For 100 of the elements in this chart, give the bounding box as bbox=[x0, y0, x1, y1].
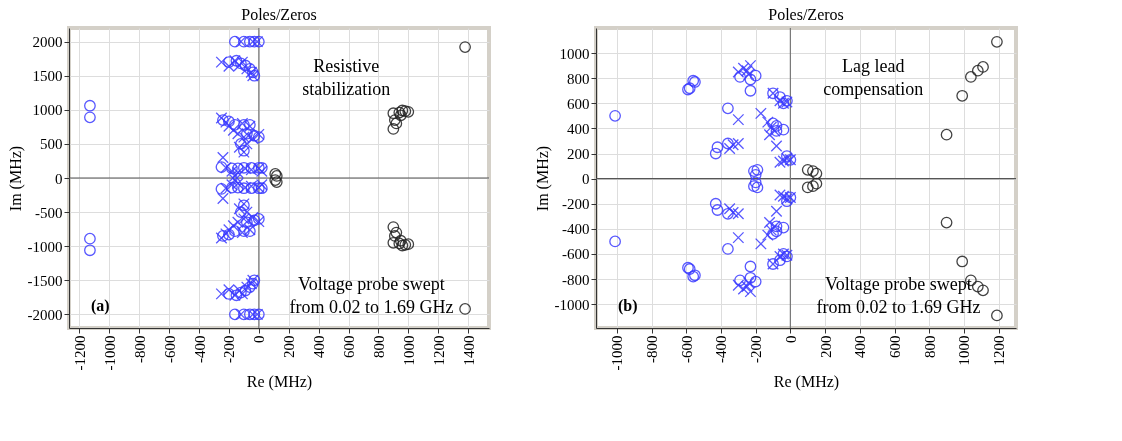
x-tick-label: 600 bbox=[341, 335, 357, 358]
y-tick-label: 400 bbox=[567, 120, 590, 137]
point bbox=[459, 41, 471, 53]
point bbox=[751, 181, 764, 194]
y-tick-label: 0 bbox=[582, 171, 590, 188]
x-tick-label: 1000 bbox=[400, 335, 417, 366]
y-tick-label: -1000 bbox=[554, 296, 590, 313]
point bbox=[774, 250, 786, 263]
annotation: Voltage probe swept from 0.02 to 1.69 GHz bbox=[289, 274, 454, 317]
y-tick-label: -1500 bbox=[27, 272, 63, 289]
point bbox=[777, 221, 790, 234]
x-tick-label: 400 bbox=[852, 335, 869, 358]
point bbox=[940, 128, 953, 141]
point bbox=[971, 280, 984, 293]
point bbox=[749, 176, 762, 189]
y-tick-label: -2000 bbox=[27, 306, 63, 323]
point bbox=[732, 207, 745, 220]
x-tick-label: -600 bbox=[678, 335, 695, 363]
x-tick-label: 600 bbox=[887, 335, 904, 358]
point bbox=[732, 137, 745, 150]
point bbox=[964, 71, 977, 83]
y-tick-label: 2000 bbox=[32, 34, 63, 51]
y-tick-label: 800 bbox=[567, 70, 590, 87]
y-axis-title: Im (MHz) bbox=[533, 145, 552, 212]
point bbox=[387, 221, 400, 233]
point bbox=[727, 206, 739, 219]
point bbox=[810, 177, 823, 190]
point bbox=[390, 117, 403, 130]
point bbox=[751, 163, 764, 176]
point bbox=[971, 64, 984, 77]
x-tick-label: -200 bbox=[748, 335, 765, 363]
y-axis-title: Im (MHz) bbox=[6, 145, 25, 212]
y-tick-label: 600 bbox=[567, 95, 590, 112]
x-tick-label: -800 bbox=[644, 335, 661, 363]
x-axis-title: Re (MHz) bbox=[246, 373, 313, 392]
x-tick-label: 1400 bbox=[460, 335, 477, 366]
annotation: Voltage probe swept from 0.02 to 1.69 GHz bbox=[816, 274, 981, 317]
point bbox=[754, 238, 767, 250]
point bbox=[991, 309, 1003, 322]
x-tick-label: -200 bbox=[221, 335, 238, 363]
y-tick-label: 0 bbox=[55, 170, 63, 187]
y-tick-label: -200 bbox=[562, 196, 590, 213]
point bbox=[709, 147, 722, 160]
point bbox=[801, 163, 814, 176]
point bbox=[940, 216, 953, 229]
point bbox=[388, 114, 401, 126]
point bbox=[732, 231, 745, 244]
x-tick-label: -1000 bbox=[101, 335, 118, 371]
point bbox=[754, 107, 767, 120]
x-tick-label: 200 bbox=[281, 335, 298, 358]
point bbox=[956, 255, 969, 268]
y-tick-label: 1000 bbox=[32, 102, 63, 119]
y-tick-label: -400 bbox=[562, 221, 590, 238]
point bbox=[765, 224, 778, 236]
x-tick-label: 0 bbox=[251, 335, 268, 343]
chart-title: Poles/Zeros bbox=[768, 6, 844, 24]
x-tick-label: 800 bbox=[921, 335, 938, 358]
point bbox=[711, 204, 724, 216]
point bbox=[459, 303, 471, 315]
point bbox=[709, 197, 722, 210]
point bbox=[609, 235, 621, 248]
y-tick-label: -500 bbox=[35, 204, 63, 221]
point bbox=[807, 165, 819, 177]
x-tick-label: 800 bbox=[370, 335, 387, 358]
x-tick-label: -400 bbox=[191, 335, 208, 363]
point bbox=[711, 141, 724, 154]
point bbox=[744, 59, 757, 72]
y-tick-label: -1000 bbox=[27, 238, 63, 255]
chart-title: Poles/Zeros bbox=[241, 6, 317, 24]
point bbox=[722, 243, 734, 255]
point bbox=[774, 91, 786, 103]
point bbox=[774, 94, 786, 107]
point bbox=[732, 113, 745, 126]
point bbox=[748, 165, 760, 177]
point bbox=[770, 225, 783, 238]
point bbox=[810, 167, 823, 180]
y-tick-label: -600 bbox=[562, 246, 590, 263]
annotation: Resistive stabilization bbox=[302, 56, 391, 99]
annotation: (b) bbox=[618, 297, 638, 315]
point bbox=[763, 128, 776, 141]
annotation: (a) bbox=[91, 297, 110, 315]
point bbox=[387, 123, 400, 135]
point bbox=[763, 216, 776, 229]
x-tick-label: 1200 bbox=[430, 335, 447, 366]
point bbox=[956, 89, 969, 102]
point bbox=[748, 180, 760, 193]
y-tick-label: 1500 bbox=[32, 68, 63, 85]
y-tick-label: 500 bbox=[40, 136, 63, 153]
point bbox=[749, 275, 762, 288]
point bbox=[609, 109, 621, 122]
point bbox=[723, 202, 736, 215]
point bbox=[744, 285, 757, 298]
point bbox=[977, 284, 989, 297]
point bbox=[770, 205, 783, 218]
point bbox=[387, 236, 400, 249]
x-tick-label: -1000 bbox=[609, 335, 626, 371]
point bbox=[977, 61, 989, 73]
annotation: Lag lead compensation bbox=[823, 56, 924, 99]
x-tick-label: -400 bbox=[713, 335, 730, 363]
point bbox=[744, 260, 757, 273]
